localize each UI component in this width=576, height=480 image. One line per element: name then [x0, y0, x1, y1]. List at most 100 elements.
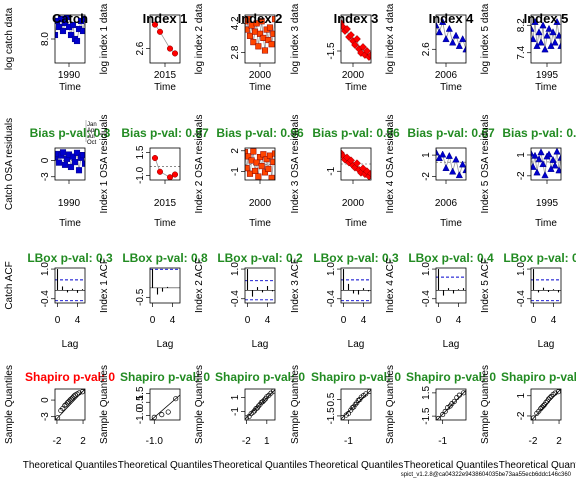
y-axis-label: Sample Quantiles — [194, 365, 205, 444]
data-point — [452, 31, 460, 39]
y-axis-label: Sample Quantiles — [290, 365, 301, 444]
data-point — [531, 35, 537, 43]
y-tick-label: 0 — [40, 397, 51, 403]
x-axis-label: Lag — [538, 339, 555, 350]
data-point — [255, 43, 262, 50]
panel-plot-area — [436, 390, 466, 420]
y-tick-label: 4.2 — [230, 16, 241, 30]
x-tick-label: 1 — [264, 436, 270, 447]
data-point — [245, 16, 252, 23]
data-point — [245, 26, 250, 33]
panel-0-1: Index 1 2015 2.6 Time log index 1 data — [99, 3, 187, 93]
data-point — [359, 43, 367, 51]
data-point — [531, 17, 539, 25]
data-point — [353, 159, 361, 168]
y-axis-label: Index 3 OSA residuals — [290, 115, 301, 214]
data-point — [256, 30, 264, 37]
y-tick-label: 7.4 — [516, 45, 527, 59]
x-tick-label: 0 — [245, 315, 251, 326]
y-tick-label: 1 — [421, 152, 432, 158]
x-tick-label: 2015 — [154, 198, 177, 209]
x-axis-label: Theoretical Quantiles — [404, 460, 499, 471]
panel-plot-area — [245, 148, 275, 180]
x-tick-label: 4 — [361, 315, 367, 326]
x-tick-label: -2 — [53, 436, 62, 447]
data-point — [440, 412, 446, 418]
y-tick-label: 1 — [516, 393, 527, 399]
x-axis-label: Lag — [157, 339, 174, 350]
x-axis-label: Lag — [443, 339, 460, 350]
panel-3-3: Shapiro p-val: 0 -1 -1.50.5 Theoretical Qua… — [290, 365, 403, 471]
stat-label: Shapiro p-val: 0 — [406, 370, 496, 384]
y-tick-label: 2.8 — [230, 45, 241, 59]
stat-label: Shapiro p-val: 0 — [25, 370, 115, 384]
data-point — [436, 21, 440, 29]
data-point — [549, 155, 557, 163]
x-tick-label: 4 — [265, 315, 271, 326]
legend-month-label: Oct — [87, 140, 97, 146]
data-point — [271, 389, 275, 394]
data-point — [531, 415, 537, 420]
y-tick-label: -0.4 — [516, 290, 527, 308]
x-axis-label: Time — [535, 218, 557, 229]
y-tick-label: 1.0 — [230, 262, 241, 276]
data-point — [245, 153, 252, 160]
y-tick-label: 8.0 — [40, 32, 51, 46]
data-point — [151, 155, 159, 162]
data-point — [260, 399, 266, 405]
panel-frame — [530, 14, 562, 64]
panel-title: Catch — [52, 11, 88, 26]
x-tick-label: 0 — [55, 315, 61, 326]
data-point — [547, 41, 555, 49]
y-tick-label: 1.0 — [516, 262, 527, 276]
data-point — [166, 174, 174, 180]
x-axis-label: Time — [345, 218, 367, 229]
panel-plot-area — [341, 269, 371, 302]
panel-plot-area — [436, 269, 466, 303]
panel-plot-area — [436, 148, 466, 179]
data-point — [66, 399, 72, 405]
panel-3-0: Shapiro p-val: 0 -2 2 -3 0 Theoretical Quanti… — [4, 365, 117, 471]
data-point — [533, 168, 541, 176]
panel-0-5: Index 5 1995 7.4 8.2 Time log index 5 data — [480, 3, 568, 93]
y-tick-label: 1.0 — [326, 262, 337, 276]
x-axis-label: Time — [59, 82, 81, 93]
data-point — [261, 397, 267, 403]
x-axis-label: Lag — [252, 339, 269, 350]
panel-plot-area — [531, 389, 561, 420]
data-point — [535, 155, 543, 163]
data-point — [555, 166, 561, 174]
y-axis-label: Index 1 ACF — [99, 258, 110, 313]
data-point — [57, 15, 65, 23]
y-axis-label: Index 2 OSA residuals — [194, 115, 205, 214]
data-point — [439, 17, 447, 25]
data-point — [246, 32, 254, 39]
data-point — [271, 150, 275, 157]
x-tick-label: -1.0 — [146, 436, 164, 447]
y-axis-label: log index 4 data — [385, 3, 396, 74]
data-point — [442, 35, 450, 43]
y-tick-label: 1 — [230, 394, 241, 400]
qq-reference-line — [341, 389, 371, 420]
y-tick-label: -1.5 — [326, 42, 337, 60]
data-point — [445, 405, 451, 411]
x-tick-label: 4 — [456, 315, 462, 326]
x-tick-label: 2 — [556, 436, 562, 447]
x-tick-label: 2000 — [342, 198, 365, 209]
y-tick-label: -1 — [326, 166, 337, 175]
x-axis-label: Time — [440, 218, 462, 229]
data-point — [166, 45, 174, 52]
data-point — [445, 151, 453, 159]
y-tick-label: -1.5 — [326, 407, 337, 425]
data-point — [553, 148, 561, 155]
y-tick-label: -1.0 — [135, 407, 146, 425]
data-point — [156, 168, 164, 175]
data-point — [539, 160, 547, 168]
panel-frame — [340, 147, 372, 181]
y-axis-label: Sample Quantiles — [385, 365, 396, 444]
x-axis-label: Time — [154, 82, 176, 93]
data-point — [63, 15, 71, 21]
y-axis-label: Index 4 ACF — [385, 258, 396, 313]
data-point — [73, 149, 81, 156]
data-point — [55, 159, 63, 166]
